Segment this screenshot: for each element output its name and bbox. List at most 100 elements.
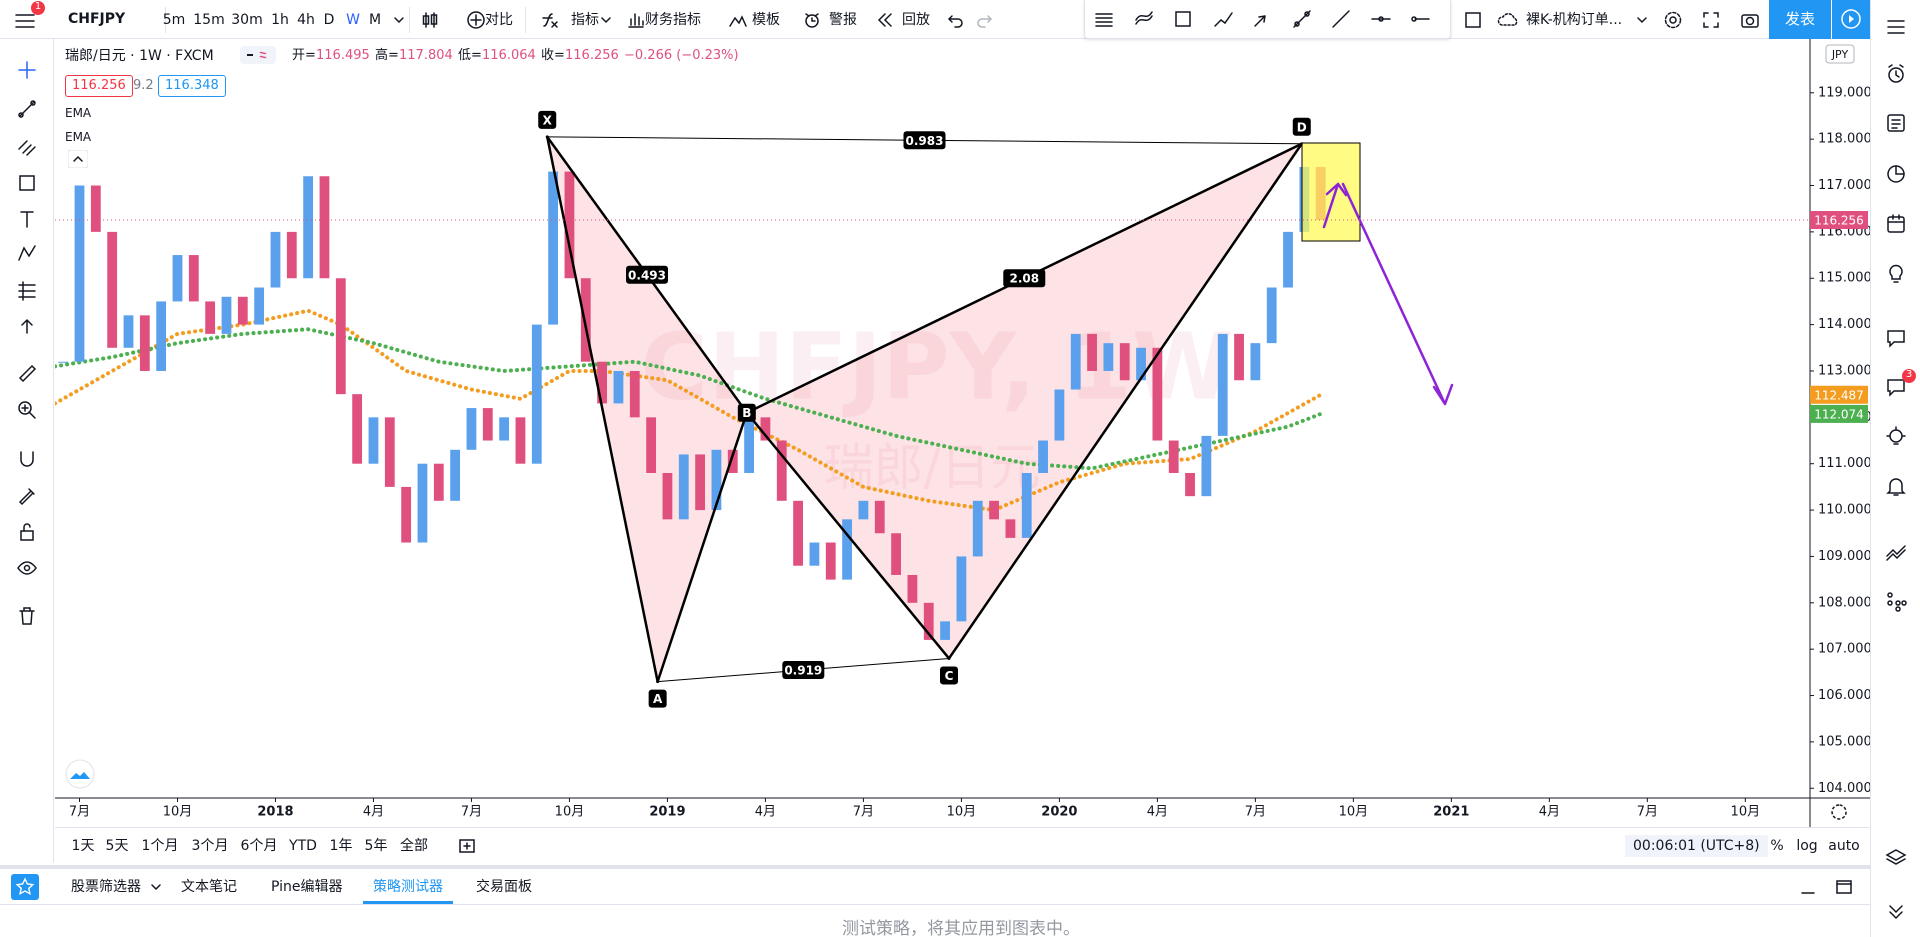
clock[interactable]: 00:06:01 (UTC+8) <box>1625 835 1768 857</box>
maximize-panel[interactable] <box>1834 877 1854 897</box>
sidebar-button[interactable] <box>1884 111 1908 135</box>
scale-option[interactable]: auto <box>1828 838 1860 854</box>
interval-button[interactable]: 30m <box>231 12 263 28</box>
menu-button[interactable] <box>14 11 36 29</box>
toolbar-icon[interactable] <box>728 10 748 30</box>
layout-menu[interactable] <box>1636 14 1648 26</box>
drawing-tool[interactable] <box>1212 8 1234 30</box>
interval-button[interactable]: W <box>346 12 360 28</box>
interval-button[interactable]: 1h <box>271 12 289 28</box>
sidebar-button[interactable] <box>1884 474 1908 498</box>
drawing-tool[interactable] <box>1370 8 1392 30</box>
range-button[interactable]: YTD <box>289 838 317 854</box>
interval-button[interactable]: M <box>368 12 382 28</box>
range-button[interactable]: 3个月 <box>191 838 229 854</box>
sidebar-button[interactable] <box>1884 375 1908 399</box>
scale-option[interactable]: log <box>1796 838 1818 854</box>
drawing-tool[interactable] <box>16 59 38 81</box>
toolbar-icon[interactable] <box>466 10 486 30</box>
sidebar-button[interactable] <box>1884 326 1908 350</box>
drawing-tool[interactable] <box>16 521 38 543</box>
drawing-tool[interactable] <box>16 242 38 264</box>
drawing-tool[interactable] <box>16 208 38 230</box>
range-button[interactable]: 1天 <box>71 838 95 854</box>
toolbar-icon[interactable] <box>875 10 895 30</box>
interval-button[interactable]: D <box>323 12 335 28</box>
minimize-panel[interactable] <box>1798 877 1818 897</box>
scale-option[interactable]: % <box>1770 838 1784 854</box>
panel-tab[interactable]: 策略测试器 <box>373 879 443 895</box>
sidebar-button[interactable] <box>1884 540 1908 564</box>
drawing-tool[interactable] <box>16 135 38 157</box>
chart-type-button[interactable] <box>420 10 440 30</box>
publish-label[interactable]: 发表 <box>1784 10 1816 28</box>
toolbar-button[interactable]: 回放 <box>902 12 930 28</box>
drawing-tool[interactable] <box>16 448 38 470</box>
interval-button[interactable]: 15m <box>193 12 225 28</box>
sidebar-button[interactable] <box>1884 425 1908 449</box>
panel-tab[interactable]: 交易面板 <box>476 879 532 895</box>
toolbar-icon[interactable] <box>626 10 646 30</box>
indicator-name[interactable]: EMA <box>65 106 92 120</box>
indicator-toggle[interactable] <box>240 46 276 64</box>
collapse-legend[interactable] <box>68 150 88 168</box>
drawing-tool[interactable] <box>16 485 38 507</box>
play-icon[interactable] <box>1840 8 1862 30</box>
range-button[interactable]: 1年 <box>329 838 353 854</box>
panel-tab[interactable]: 股票筛选器 <box>71 879 141 895</box>
toolbar-button[interactable]: 模板 <box>752 12 780 28</box>
play-button[interactable] <box>1832 0 1870 39</box>
star-icon[interactable] <box>15 877 35 897</box>
layout-name[interactable]: 裸K-机构订单... <box>1526 12 1623 28</box>
fullscreen-button[interactable] <box>1700 9 1722 31</box>
range-button[interactable]: 1个月 <box>141 838 179 854</box>
drawing-tool[interactable] <box>16 315 38 337</box>
interval-button[interactable]: 4h <box>297 12 315 28</box>
range-button[interactable]: 5年 <box>364 838 388 854</box>
panel-tab[interactable]: Pine编辑器 <box>271 879 343 895</box>
sidebar-button[interactable] <box>1884 261 1908 285</box>
drawing-tool[interactable] <box>1093 8 1115 30</box>
redo-button[interactable] <box>974 10 994 30</box>
symbol[interactable]: CHFJPY <box>68 11 126 27</box>
toolbar-button[interactable]: 指标 <box>571 12 599 28</box>
drawing-tool[interactable] <box>16 279 38 301</box>
drawing-tool[interactable] <box>1291 8 1313 30</box>
sidebar-button[interactable] <box>1884 162 1908 186</box>
drawing-tool[interactable] <box>16 172 38 194</box>
settings-button[interactable] <box>1662 9 1684 31</box>
drawing-tool[interactable] <box>1133 8 1155 30</box>
cloud-icon[interactable] <box>1496 11 1522 29</box>
drawing-tool[interactable] <box>1251 8 1273 30</box>
drawing-tool[interactable] <box>1409 8 1431 30</box>
interval-menu[interactable] <box>393 14 405 26</box>
toolbar-button[interactable]: 对比 <box>485 12 513 28</box>
interval-button[interactable]: 5m <box>162 12 186 28</box>
toolbar-button[interactable]: 警报 <box>829 12 857 28</box>
panel-toggle[interactable] <box>1884 898 1908 922</box>
toolbar-icon[interactable] <box>802 10 822 30</box>
snapshot-button[interactable] <box>1739 9 1761 31</box>
publish-button[interactable]: 发表 <box>1769 0 1831 39</box>
drawing-tool[interactable] <box>1172 8 1194 30</box>
sidebar-button[interactable] <box>1884 212 1908 236</box>
range-button[interactable]: 全部 <box>400 838 428 854</box>
toolbar-button[interactable]: 财务指标 <box>645 12 701 28</box>
drawing-tool[interactable] <box>16 605 38 627</box>
drawing-tool[interactable] <box>16 557 38 579</box>
tab-menu[interactable] <box>150 881 162 893</box>
sidebar-button[interactable] <box>1884 589 1908 613</box>
watchlist-button[interactable] <box>11 874 39 900</box>
drawing-tool[interactable] <box>16 362 38 384</box>
sidebar-button[interactable] <box>1884 15 1908 39</box>
rectangle-tool[interactable] <box>1462 9 1484 31</box>
range-button[interactable]: 5天 <box>105 838 129 854</box>
drawing-tool[interactable] <box>1330 8 1352 30</box>
drawing-tool[interactable] <box>16 399 38 421</box>
drawing-tool[interactable] <box>16 98 38 120</box>
range-button[interactable]: 6个月 <box>240 838 278 854</box>
indicator-menu[interactable] <box>600 14 612 26</box>
indicator-name[interactable]: EMA <box>65 130 92 144</box>
goto-date[interactable] <box>457 836 477 856</box>
toolbar-icon[interactable] <box>540 10 560 30</box>
